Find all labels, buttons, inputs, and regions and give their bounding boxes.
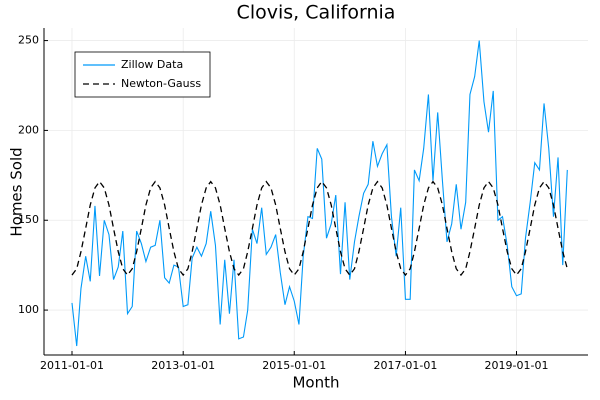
x-tick-label: 2013-01-01	[151, 359, 215, 372]
y-tick-label: 150	[18, 213, 39, 226]
x-tick-label: 2015-01-01	[262, 359, 326, 372]
y-tick-label: 250	[18, 34, 39, 47]
legend-box	[74, 51, 211, 98]
x-tick-label: 2019-01-01	[485, 359, 549, 372]
x-tick-label: 2011-01-01	[40, 359, 104, 372]
y-tick-label: 200	[18, 123, 39, 136]
legend: Zillow Data Newton-Gauss	[74, 51, 211, 98]
series-line	[71, 40, 568, 347]
legend-label: Newton-Gauss	[121, 77, 201, 90]
y-tick-label: 100	[18, 303, 39, 316]
legend-label: Zillow Data	[121, 58, 183, 71]
chart-title: Clovis, California	[237, 2, 396, 24]
x-tick-label: 2017-01-01	[373, 359, 437, 372]
x-axis-label: Month	[292, 374, 339, 392]
y-axis-label: Homes Sold	[8, 147, 26, 236]
series-line	[71, 180, 568, 277]
